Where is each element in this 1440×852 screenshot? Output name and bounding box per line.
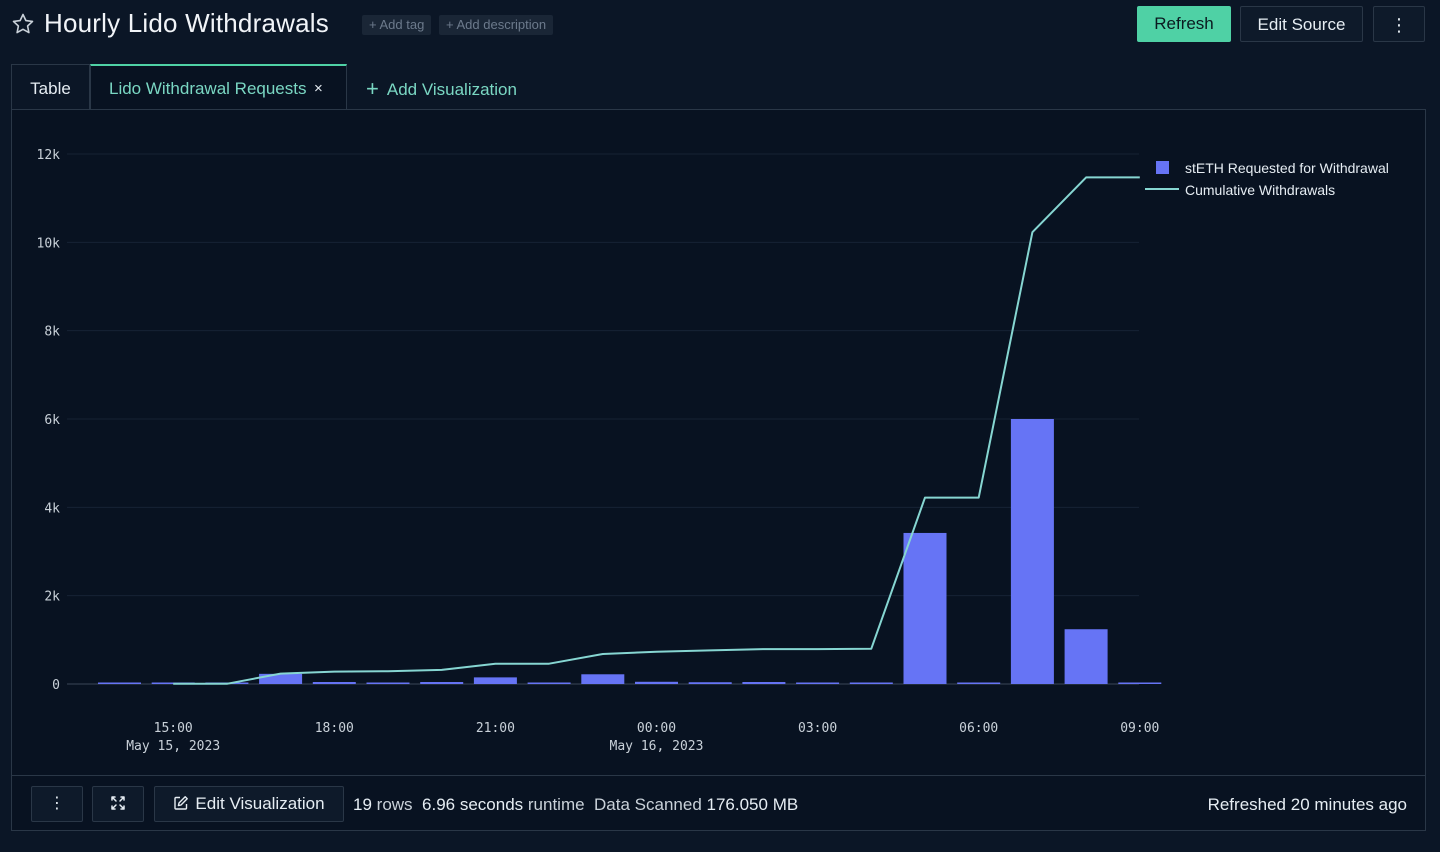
- x-tick-label: 09:00: [1120, 721, 1159, 736]
- y-tick-label: 6k: [44, 413, 60, 428]
- y-tick-label: 2k: [44, 590, 60, 605]
- tab-table[interactable]: Table: [11, 64, 90, 110]
- add-description-button[interactable]: + Add description: [439, 15, 554, 35]
- y-tick-label: 10k: [37, 236, 61, 251]
- bar: [581, 674, 625, 684]
- star-icon[interactable]: [11, 12, 35, 36]
- page-header: Hourly Lido Withdrawals + Add tag + Add …: [0, 0, 1440, 52]
- edit-visualization-label: Edit Visualization: [195, 794, 325, 813]
- edit-visualization-button[interactable]: Edit Visualization: [154, 786, 344, 822]
- more-options-button[interactable]: ⋮: [1373, 6, 1425, 42]
- bar: [473, 677, 517, 684]
- tab-label: Lido Withdrawal Requests: [109, 79, 307, 98]
- x-tick-label: 18:00: [315, 721, 354, 736]
- bar: [849, 682, 893, 684]
- bar-series: [98, 419, 1162, 684]
- bar: [742, 682, 786, 684]
- refresh-button[interactable]: Refresh: [1137, 6, 1231, 42]
- plus-icon: +: [366, 76, 379, 101]
- x-tick-label: 06:00: [959, 721, 998, 736]
- page-title: Hourly Lido Withdrawals: [44, 8, 329, 38]
- y-tick-label: 0: [52, 678, 60, 693]
- panel-footer: ⋮ Edit Visualization 19 rows 6.96 second…: [12, 775, 1425, 831]
- y-tick-label: 8k: [44, 325, 60, 340]
- bar: [1064, 629, 1108, 684]
- x-tick-label: 15:00: [154, 721, 193, 736]
- close-icon[interactable]: ×: [314, 80, 323, 97]
- add-visualization-button[interactable]: + Add Visualization: [366, 64, 517, 110]
- chart-grid: [67, 153, 1139, 685]
- bar: [366, 682, 410, 684]
- bar: [796, 682, 840, 684]
- bar-line-chart: 0 2k 4k 6k 8k 10k 12k 15:00 May 15, 2023 18:00 21…: [37, 148, 1389, 754]
- scanned-label: Data Scanned: [594, 795, 702, 814]
- bar: [420, 682, 464, 684]
- expand-icon: [111, 796, 125, 810]
- legend-label-bar: stETH Requested for Withdrawal: [1185, 160, 1389, 176]
- runtime-label: runtime: [527, 795, 585, 814]
- bar: [1118, 682, 1162, 684]
- bar: [957, 682, 1001, 684]
- refreshed-value: 20 minutes ago: [1290, 795, 1407, 814]
- bar: [527, 682, 571, 684]
- bar: [259, 673, 303, 684]
- x-tick-label: 03:00: [798, 721, 837, 736]
- visualization-panel: 0 2k 4k 6k 8k 10k 12k 15:00 May 15, 2023 18:00 21…: [11, 109, 1426, 831]
- y-tick-label: 12k: [37, 148, 61, 163]
- tab-lido-withdrawal-requests[interactable]: Lido Withdrawal Requests ×: [90, 64, 347, 110]
- runtime-value: 6.96 seconds: [422, 795, 524, 814]
- x-tick-label: May 16, 2023: [610, 739, 704, 754]
- rows-label: rows: [376, 795, 413, 814]
- y-tick-label: 4k: [44, 501, 60, 516]
- legend-label-line: Cumulative Withdrawals: [1185, 182, 1335, 198]
- chart-legend: stETH Requested for Withdrawal Cumulative…: [1145, 160, 1389, 198]
- refreshed-status: Refreshed 20 minutes ago: [1208, 795, 1407, 815]
- bar: [1010, 419, 1054, 684]
- edit-icon: [174, 796, 189, 810]
- bar: [98, 682, 141, 684]
- more-options-button[interactable]: ⋮: [31, 786, 83, 822]
- bar: [312, 682, 356, 684]
- visualization-tabs: Table Lido Withdrawal Requests × + Add Vi…: [11, 64, 1426, 110]
- add-visualization-label: Add Visualization: [386, 80, 517, 99]
- x-tick-label: 21:00: [476, 721, 515, 736]
- add-tag-button[interactable]: + Add tag: [362, 15, 432, 35]
- refreshed-label: Refreshed: [1207, 795, 1287, 814]
- expand-button[interactable]: [92, 786, 144, 822]
- edit-source-button[interactable]: Edit Source: [1240, 6, 1363, 42]
- y-axis: 0 2k 4k 6k 8k 10k 12k: [37, 148, 61, 693]
- line-series: [173, 176, 1140, 685]
- x-tick-label: 00:00: [637, 721, 676, 736]
- bar: [635, 681, 678, 684]
- bar: [903, 532, 947, 684]
- legend-swatch-bar: [1156, 161, 1169, 174]
- cumulative-line: [173, 176, 1140, 685]
- bar: [688, 682, 732, 684]
- scanned-value: 176.050 MB: [706, 795, 799, 814]
- query-stats: 19 rows 6.96 seconds runtime Data Scanne…: [353, 795, 798, 815]
- x-axis: 15:00 May 15, 2023 18:00 21:00 00:00 May 16, …: [126, 721, 1159, 754]
- rows-count: 19: [353, 795, 372, 814]
- x-tick-label: May 15, 2023: [126, 739, 220, 754]
